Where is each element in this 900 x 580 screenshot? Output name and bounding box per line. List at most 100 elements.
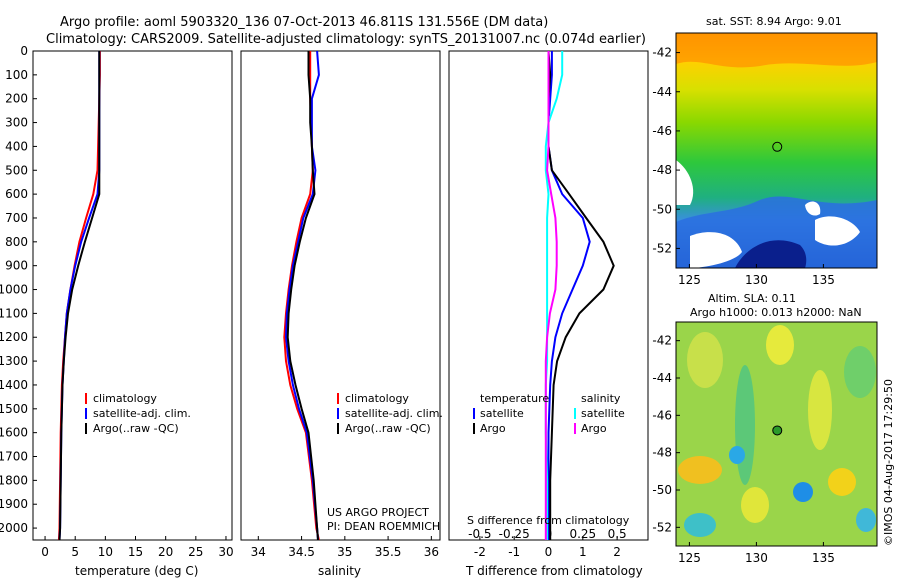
sla-anomaly — [678, 456, 722, 484]
x-tick-label: 35.5 — [375, 545, 402, 559]
sla-anomaly — [687, 332, 723, 388]
temperature-panel: 0100200300400500600700800900100011001200… — [0, 44, 234, 578]
salinity-legend: climatology satellite-adj. clim. Argo(..… — [337, 392, 443, 435]
depth-tick-label: 200 — [5, 92, 28, 106]
lat-tick-label: -52 — [652, 241, 672, 255]
depth-tick-label: 1100 — [0, 306, 28, 320]
x-tick-label: 25 — [188, 545, 203, 559]
lat-tick-label: -46 — [652, 124, 672, 138]
lat-tick-label: -42 — [652, 334, 672, 348]
legend-temperature-title: temperature — [480, 392, 549, 405]
series-line-argo-raw-qc- — [58, 51, 101, 540]
s-diff-tick-label: 0.5 — [608, 527, 627, 541]
lat-tick-label: -42 — [652, 46, 672, 60]
lat-tick-label: -44 — [652, 85, 672, 99]
lat-tick-label: -44 — [652, 371, 672, 385]
sst-cloud-gap — [676, 160, 694, 205]
x-tick-label: 36 — [424, 545, 439, 559]
x-tick-label: 0 — [545, 545, 553, 559]
sst-cloud-gap — [805, 201, 821, 216]
depth-tick-label: 1200 — [0, 330, 28, 344]
x-tick-label: 0 — [41, 545, 49, 559]
sla-anomaly — [828, 468, 856, 496]
argo-float-marker — [772, 141, 783, 152]
legend-t-argo-label: Argo — [480, 422, 506, 435]
salinity-xlabel: salinity — [318, 564, 361, 578]
depth-tick-label: 900 — [5, 259, 28, 273]
depth-tick-label: 1500 — [0, 402, 28, 416]
lat-tick-label: -48 — [652, 446, 672, 460]
sla-map: Altim. SLA: 0.11 Argo h1000: 0.013 h2000… — [652, 292, 878, 565]
s-diff-tick-label: -0.5 — [468, 527, 491, 541]
depth-tick-label: 1400 — [0, 378, 28, 392]
series-line-satellite-adj-clim- — [284, 51, 320, 540]
sst-map-frame — [675, 32, 878, 269]
depth-tick-label: 100 — [5, 68, 28, 82]
depth-tick-label: 400 — [5, 139, 28, 153]
sla-anomaly — [729, 446, 745, 464]
depth-axis: 0 100 200 300 400 500 600 700 800 900 1000 1100 1200… — [0, 44, 37, 535]
legend-s-argo-label: Argo — [581, 422, 607, 435]
difference-x-axis: -2 -1 0 1 2 — [474, 536, 621, 559]
lat-tick-label: -52 — [652, 520, 672, 534]
sla-map-axes: -42 -44 -46 -48 -50 -52 125 130 135 — [652, 334, 834, 565]
sla-anomaly — [793, 482, 813, 502]
depth-tick-label: 1600 — [0, 426, 28, 440]
lon-tick-label: 130 — [745, 551, 768, 565]
x-tick-label: -2 — [474, 545, 486, 559]
figure-title-line2: Climatology: CARS2009. Satellite-adjuste… — [46, 32, 646, 47]
lat-tick-label: -46 — [652, 408, 672, 422]
legend-satellite-label: satellite-adj. clim. — [345, 407, 443, 420]
figure-title-line1: Argo profile: aoml 5903320_136 07-Oct-20… — [60, 15, 548, 30]
x-tick-label: 5 — [71, 545, 79, 559]
difference-top-xlabel: S difference from climatology — [467, 514, 630, 527]
sla-anomaly — [856, 508, 876, 532]
depth-tick-label: 1700 — [0, 450, 28, 464]
depth-tick-label: 2000 — [0, 521, 28, 535]
lon-tick-label: 125 — [678, 273, 701, 287]
legend-climatology-label: climatology — [345, 392, 409, 405]
salinity-x-axis: 34 34.5 35 35.5 36 — [251, 536, 439, 559]
depth-tick-label: 700 — [5, 211, 28, 225]
depth-tick-label: 0 — [20, 44, 28, 58]
series-line-salinity-argo — [544, 51, 558, 540]
sla-anomaly — [766, 325, 794, 365]
sst-map: sat. SST: 8.94 Argo: 9.01 -42 -44 -46 -48 -5… — [652, 15, 878, 287]
imos-footer: ©IMOS 04-Aug-2017 17:29:50 — [882, 379, 895, 546]
x-tick-label: -1 — [508, 545, 520, 559]
depth-tick-label: 500 — [5, 163, 28, 177]
temperature-lines — [57, 51, 101, 540]
x-tick-label: 15 — [128, 545, 143, 559]
sst-warm-water — [676, 33, 877, 68]
temperature-legend: climatology satellite-adj. clim. Argo(..… — [85, 392, 191, 435]
x-tick-label: 20 — [158, 545, 173, 559]
x-tick-label: 2 — [613, 545, 621, 559]
temperature-x-axis: 0 5 10 15 20 25 30 — [41, 536, 234, 559]
lon-tick-label: 125 — [678, 551, 701, 565]
temperature-xlabel: temperature (deg C) — [75, 564, 198, 578]
lon-tick-label: 135 — [812, 551, 835, 565]
credit-pi: PI: DEAN ROEMMICH — [327, 520, 440, 533]
sst-map-axes: -42 -44 -46 -48 -50 -52 125 130 135 — [652, 46, 834, 287]
depth-tick-label: 1000 — [0, 283, 28, 297]
legend-argo-label: Argo(..raw -QC) — [345, 422, 431, 435]
x-tick-label: 30 — [218, 545, 233, 559]
sla-anomaly — [844, 346, 876, 398]
lat-tick-label: -50 — [652, 202, 672, 216]
salinity-axes-box — [240, 50, 441, 541]
difference-legend: temperature satellite Argo salinity sate… — [473, 392, 625, 435]
sla-map-title-1: Altim. SLA: 0.11 — [708, 292, 796, 305]
argo-float-marker — [772, 425, 783, 436]
legend-satellite-label: satellite-adj. clim. — [93, 407, 191, 420]
s-diff-tick-label: 0.25 — [569, 527, 596, 541]
salinity-lines — [283, 51, 320, 540]
legend-t-satellite-label: satellite — [480, 407, 524, 420]
lat-tick-label: -48 — [652, 163, 672, 177]
credit-project: US ARGO PROJECT — [327, 506, 429, 519]
difference-xlabel: T difference from climatology — [465, 564, 643, 578]
lat-tick-label: -50 — [652, 483, 672, 497]
sst-cloud-gap — [690, 232, 742, 268]
lon-tick-label: 135 — [812, 273, 835, 287]
sla-anomaly — [808, 370, 832, 450]
